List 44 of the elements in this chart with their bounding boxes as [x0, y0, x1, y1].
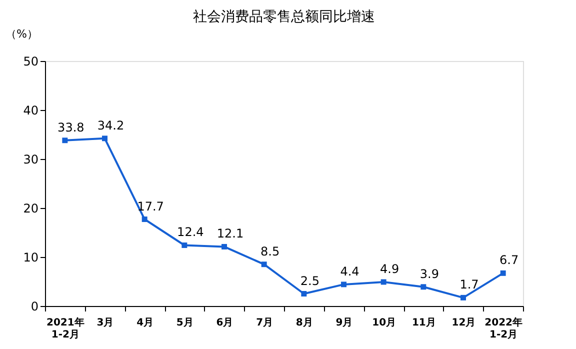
- point: [301, 291, 307, 296]
- data-label: 4.9: [380, 262, 400, 276]
- point: [142, 216, 148, 222]
- y-tick-label: 40: [23, 104, 38, 118]
- data-label: 17.7: [137, 199, 164, 214]
- data-label: 33.8: [58, 120, 84, 134]
- data-label: 34.2: [97, 118, 124, 132]
- point: [182, 242, 188, 248]
- x-tick-label: 6月: [216, 318, 234, 328]
- y-tick-label: 20: [23, 202, 38, 216]
- point: [102, 136, 108, 142]
- x-tick-label: 11月: [412, 318, 436, 328]
- data-label: 12.4: [177, 225, 204, 240]
- data-label: 12.1: [216, 226, 244, 241]
- x-tick-label: 9月: [336, 318, 353, 328]
- point: [341, 282, 346, 288]
- y-tick-label: 30: [23, 152, 38, 166]
- x-tick-label: 2021年 1-2月: [46, 316, 84, 340]
- point: [500, 270, 506, 276]
- y-axis-title: （%）: [6, 28, 38, 40]
- y-tick-label: 0: [30, 300, 38, 314]
- data-label: 4.4: [340, 264, 360, 278]
- data-label: 1.7: [460, 278, 479, 292]
- point: [261, 262, 267, 268]
- point: [420, 284, 426, 290]
- x-tick-label: 2022年 1-2月: [484, 316, 523, 340]
- point: [62, 138, 68, 144]
- x-tick-label: 4月: [136, 318, 154, 328]
- x-tick-label: 12月: [452, 318, 476, 328]
- y-tick-label: 10: [23, 250, 38, 264]
- chart-title: 社会消费品零售总额同比增速: [193, 9, 375, 25]
- point: [460, 294, 466, 300]
- data-label: 6.7: [500, 253, 519, 268]
- x-tick-label: 5月: [176, 318, 194, 328]
- point: [380, 279, 386, 285]
- point: [222, 244, 227, 250]
- x-tick-label: 7月: [256, 318, 274, 328]
- data-label: 8.5: [260, 244, 280, 258]
- data-label: 3.9: [420, 266, 439, 281]
- x-tick-label: 10月: [372, 318, 396, 328]
- data-label: 2.5: [300, 274, 320, 288]
- x-tick-label: 3月: [96, 318, 114, 328]
- y-tick-label: 50: [23, 54, 38, 68]
- x-tick-label: 8月: [296, 318, 313, 328]
